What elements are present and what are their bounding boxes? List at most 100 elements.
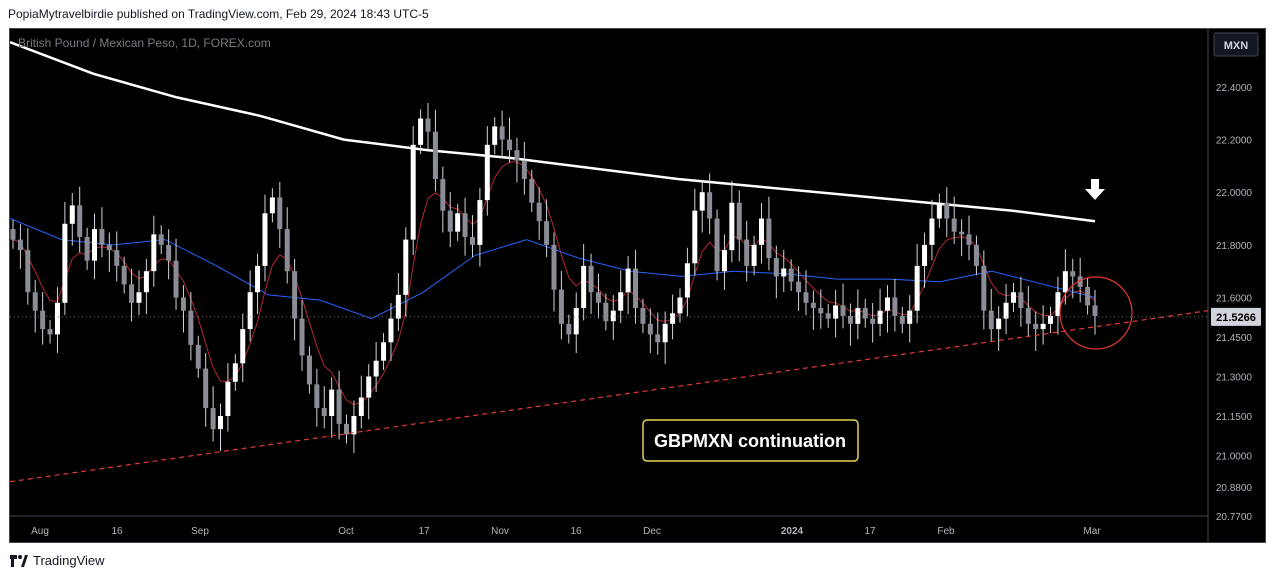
candle-body — [877, 310, 883, 324]
candle — [692, 188, 698, 276]
candle — [529, 169, 535, 212]
candle — [996, 306, 1002, 351]
candle-body — [751, 244, 757, 266]
candle — [736, 190, 742, 262]
candle-body — [262, 213, 268, 266]
candle-body — [907, 310, 913, 324]
candle — [544, 199, 550, 258]
candle-body — [721, 250, 727, 272]
candle — [306, 346, 312, 394]
candle — [343, 414, 349, 444]
candle-body — [447, 210, 453, 232]
candle-body — [1055, 292, 1061, 316]
price-tick-label: 21.8000 — [1216, 241, 1253, 252]
candle — [773, 245, 779, 299]
candle-body — [440, 179, 446, 211]
candle-body — [588, 265, 594, 293]
candle-body — [343, 423, 349, 435]
candle-body — [173, 260, 179, 298]
candle — [788, 259, 794, 291]
candle — [618, 270, 624, 324]
candle-body — [544, 221, 550, 245]
candle — [625, 256, 631, 315]
candle-body — [1077, 276, 1083, 287]
candle — [299, 299, 305, 371]
candle-body — [610, 310, 616, 322]
candle-body — [707, 192, 713, 219]
candle-body — [640, 308, 646, 324]
candle — [136, 270, 142, 316]
time-tick-label: 17 — [418, 526, 430, 537]
candle-body — [292, 271, 298, 319]
candle-body — [1062, 271, 1068, 293]
candle-body — [203, 368, 209, 409]
candle-body — [603, 302, 609, 322]
candle — [499, 110, 505, 159]
candle — [203, 353, 209, 427]
candle — [581, 244, 587, 321]
candle-body — [381, 342, 387, 361]
candle — [914, 244, 920, 324]
candle-body — [922, 244, 928, 266]
candle-body — [158, 234, 164, 245]
candle — [418, 109, 424, 155]
time-tick-label: Nov — [491, 526, 509, 537]
publish-header: PopiaMytravelbirdie published on Trading… — [8, 7, 429, 21]
candle — [143, 258, 149, 315]
candle — [151, 215, 157, 287]
candle — [447, 191, 453, 248]
ma-fast-line — [12, 161, 1096, 406]
candle — [573, 292, 579, 354]
price-chart[interactable]: British Pound / Mexican Peso, 1D, FOREX.… — [10, 29, 1265, 542]
candle-body — [833, 305, 839, 319]
candle — [610, 295, 616, 340]
price-tick-label: 22.4000 — [1216, 83, 1253, 94]
candle-body — [514, 150, 520, 161]
candle-body — [655, 334, 661, 343]
candle-body — [521, 160, 527, 180]
candle-body — [484, 144, 490, 201]
candle-body — [744, 239, 750, 266]
annotation-box[interactable]: GBPMXN continuation — [642, 419, 859, 462]
candle-body — [662, 323, 668, 343]
candle — [329, 377, 335, 438]
currency-badge[interactable]: MXN — [1213, 32, 1259, 57]
candle — [870, 303, 876, 343]
candle — [477, 187, 483, 267]
candle-body — [914, 265, 920, 311]
time-tick-label: Feb — [937, 526, 955, 537]
candle — [84, 227, 90, 270]
candle — [751, 235, 757, 276]
candle-body — [944, 202, 950, 219]
time-tick-label: Aug — [31, 526, 49, 537]
candle — [129, 268, 135, 322]
candle-body — [92, 229, 98, 261]
candle — [1085, 277, 1091, 315]
candle — [366, 364, 372, 420]
candle-body — [684, 263, 690, 298]
candle-body — [825, 313, 831, 319]
candle-body — [507, 139, 513, 151]
candle-body — [899, 315, 905, 324]
candle-body — [529, 179, 535, 203]
candle — [314, 368, 320, 427]
candle — [17, 224, 23, 269]
candle-body — [803, 292, 809, 303]
time-tick-label: Sep — [191, 526, 209, 537]
candle — [729, 180, 735, 263]
candle — [588, 253, 594, 315]
candle-body — [573, 308, 579, 335]
candle — [699, 179, 705, 233]
candle-body — [862, 308, 868, 319]
price-tick-label: 21.0000 — [1216, 451, 1253, 462]
candle-body — [336, 389, 342, 424]
candle-body — [84, 236, 90, 261]
candle-body — [551, 244, 557, 290]
candle-body — [759, 218, 765, 245]
chart-frame[interactable]: British Pound / Mexican Peso, 1D, FOREX.… — [9, 28, 1266, 543]
price-tick-label: 20.8800 — [1216, 483, 1253, 494]
candle — [966, 215, 972, 261]
candle — [633, 249, 639, 324]
candle-body — [77, 205, 83, 237]
candle — [899, 306, 905, 334]
